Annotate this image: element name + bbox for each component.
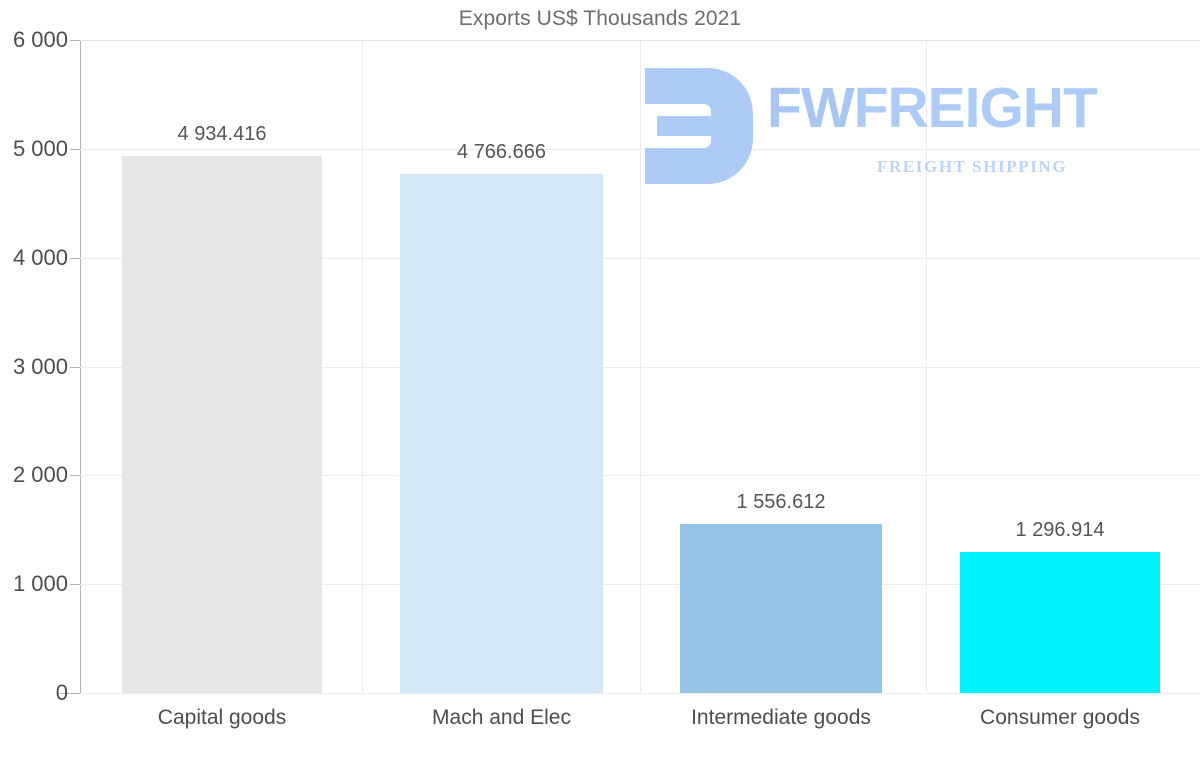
y-tick-mark [70,148,80,150]
y-axis-tick-label: 2 000 [12,462,68,488]
y-axis-tick-label: 1 000 [12,571,68,597]
bar[interactable] [122,155,322,693]
y-tick-mark [70,475,80,477]
bar-value-label: 1 556.612 [736,490,826,513]
y-axis-tick-label: 0 [55,680,68,705]
x-axis-tick-label: Intermediate goods [691,706,871,729]
y-tick-mark [70,693,80,694]
y-tick-mark [70,257,80,259]
y-axis-tick-label: 6 000 [12,27,68,52]
bar-value-label: 1 296.914 [1015,518,1105,541]
bar[interactable] [960,551,1160,693]
bar[interactable] [400,174,603,693]
x-axis-tick-label: Consumer goods [980,706,1140,729]
plot-area: 0 1 000 2 000 3 000 4 000 5 000 6 000 4 934.416… [13,27,1200,705]
bar-value-label: 4 766.666 [457,141,546,164]
y-gridline [80,693,1200,694]
bar[interactable] [680,523,882,693]
y-tick-mark [70,584,80,586]
x-axis-tick-label: Capital goods [157,706,287,729]
bar-value-label: 4 934.416 [177,122,267,145]
x-gridline [362,40,363,693]
y-axis-tick-label: 4 000 [12,244,68,270]
y-axis-tick-label: 5 000 [12,135,68,161]
chart-title: Exports US$ Thousands 2021 [458,7,742,30]
y-axis-tick-label: 3 000 [12,353,68,379]
x-axis-tick-label: Mach and Elec [432,706,571,729]
x-gridline [640,40,641,693]
y-tick-mark [70,366,80,368]
x-gridline [926,40,927,693]
y-tick-mark [70,40,80,41]
